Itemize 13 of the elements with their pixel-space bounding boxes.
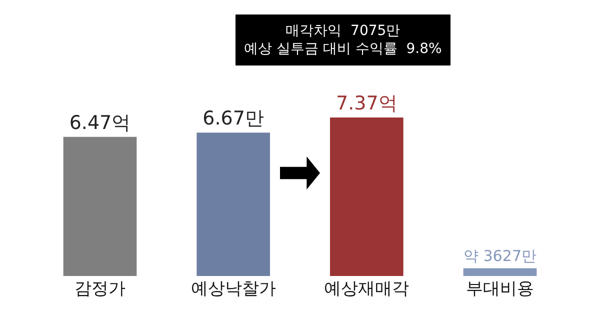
bar [330, 118, 404, 276]
bar [63, 136, 137, 276]
bar [463, 268, 537, 276]
data-label: 7.37억 [336, 92, 398, 115]
x-tick-label: 감정가 [74, 279, 126, 299]
data-label: 약 3627만 [463, 247, 537, 266]
text: 매각차익 7075만 예상 실투금 대비 수익률 9.8% [244, 23, 442, 58]
bar [196, 132, 270, 276]
data-label: 6.47억 [69, 112, 131, 134]
x-tick-label: 부대비용 [466, 279, 534, 299]
x-tick-label: 예상재매각 [324, 279, 410, 299]
x-tick-label: 예상낙찰가 [190, 279, 276, 299]
data-label: 6.67만 [202, 108, 264, 130]
